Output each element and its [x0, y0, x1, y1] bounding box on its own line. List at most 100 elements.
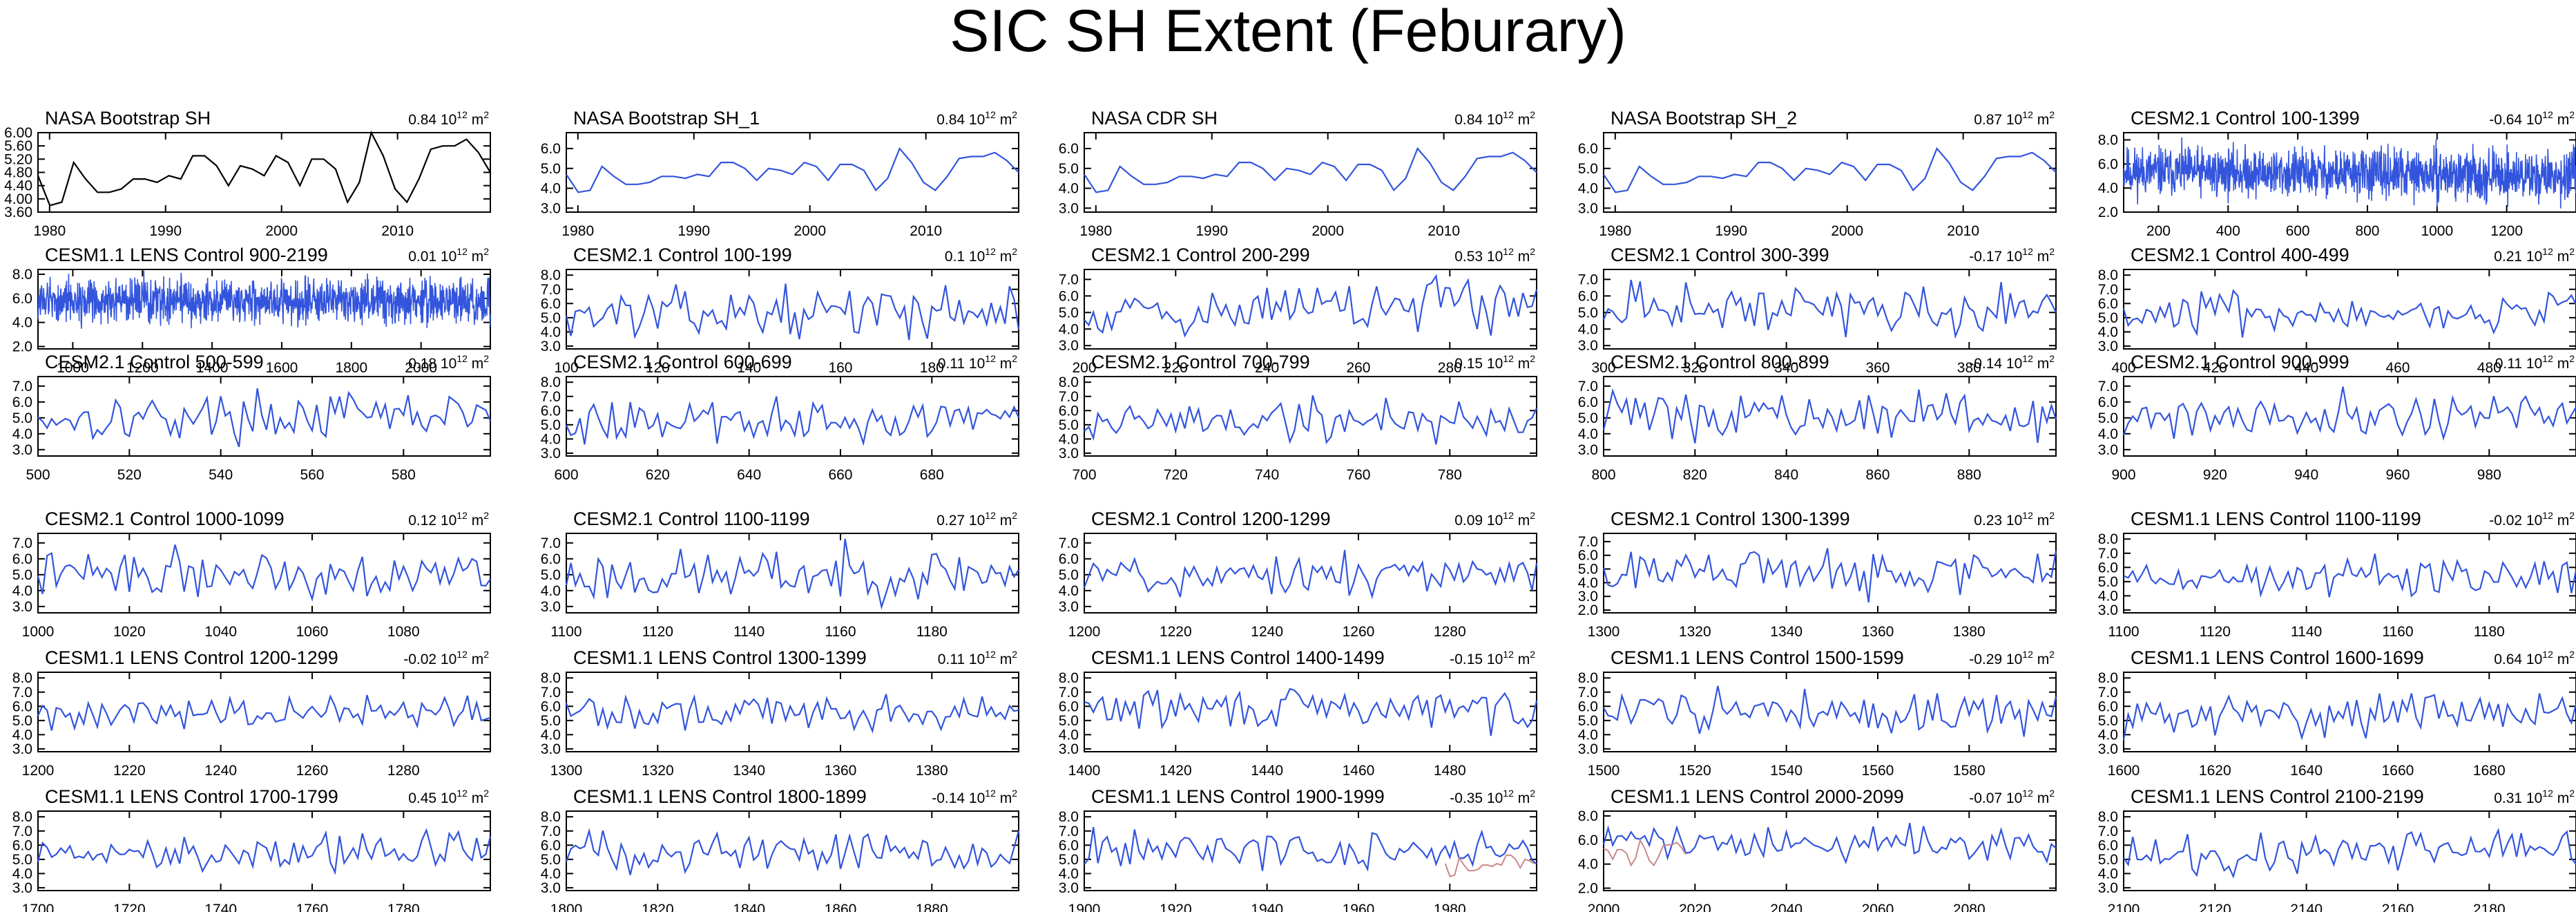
panel-title: CESM1.1 LENS Control 1200-1299: [45, 647, 338, 668]
x-tick-label: 1990: [149, 223, 182, 239]
series-line: [566, 396, 1020, 446]
panel-28: CESM1.1 LENS Control 1900-1999 -0.35 1012…: [1059, 786, 1537, 912]
x-tick-label: 1980: [33, 223, 66, 239]
x-tick-label: 1820: [642, 902, 674, 912]
x-tick-label: 940: [2294, 467, 2318, 483]
y-tick-label: 3.0: [1059, 200, 1079, 216]
y-tick-label: 3.0: [1059, 741, 1079, 757]
y-tick-label: 6.0: [541, 837, 561, 853]
plot-frame: [1603, 376, 2057, 457]
x-tick-label: 1380: [1953, 624, 1986, 640]
x-tick-label: 1200: [22, 763, 55, 779]
plot-frame: [2123, 376, 2576, 457]
panel-title: NASA Bootstrap SH: [45, 108, 211, 129]
y-tick-label: 5.0: [541, 161, 561, 177]
y-tick-label: 6.0: [12, 291, 32, 307]
x-tick-label: 780: [1438, 467, 1462, 483]
x-tick-label: 2000: [1588, 902, 1620, 912]
x-tick-label: 580: [392, 467, 416, 483]
series-line: [1084, 395, 1537, 445]
y-tick-label: 7.0: [1578, 685, 1598, 701]
y-tick-label: 4.0: [12, 426, 32, 442]
x-tick-label: 900: [2111, 467, 2135, 483]
x-tick-label: 1960: [1343, 902, 1375, 912]
y-tick-label: 8.0: [1059, 374, 1079, 390]
y-tick-label: 5.0: [1059, 417, 1079, 433]
y-tick-label: 7.0: [1578, 272, 1598, 287]
x-tick-label: 1980: [1599, 223, 1631, 239]
y-tick-label: 5.0: [12, 852, 32, 868]
y-tick-label: 3.0: [2098, 339, 2118, 354]
y-tick-label: 7.0: [2098, 282, 2118, 298]
y-tick-label: 8.0: [541, 809, 561, 825]
y-tick-label: 6.0: [2098, 395, 2118, 410]
plot-frame: [1084, 672, 1537, 752]
panel-title: CESM2.1 Control 800-899: [1611, 352, 1829, 372]
x-tick-label: 380: [1957, 360, 1981, 376]
y-tick-label: 5.0: [541, 713, 561, 729]
x-tick-label: 680: [920, 467, 944, 483]
panel-26: CESM1.1 LENS Control 1700-1799 0.45 1012 …: [12, 786, 492, 912]
x-tick-label: 220: [1164, 360, 1188, 376]
plot-frame: [1084, 376, 1537, 457]
y-tick-label: 4.0: [1578, 727, 1598, 743]
y-tick-label: 7.0: [1578, 379, 1598, 395]
y-tick-label: 4.0: [12, 583, 32, 599]
x-tick-label: 1760: [296, 902, 329, 912]
panel-title: CESM1.1 LENS Control 1500-1599: [1611, 647, 1904, 668]
x-tick-label: 1220: [113, 763, 146, 779]
y-tick-label: 8.0: [1059, 670, 1079, 686]
x-tick-label: 500: [26, 467, 50, 483]
y-tick-label: 5.0: [1059, 567, 1079, 583]
panel-1: NASA Bootstrap SH 0.84 1012 m2 1980 1990 200…: [4, 108, 491, 239]
series-line: [2122, 386, 2576, 441]
y-tick-label: 3.0: [2098, 741, 2118, 757]
x-tick-label: 1640: [2290, 763, 2323, 779]
panel-title: NASA Bootstrap SH_2: [1611, 108, 1797, 129]
x-tick-label: 880: [1957, 467, 1981, 483]
x-tick-label: 200: [1072, 360, 1096, 376]
x-tick-label: 800: [1591, 467, 1615, 483]
trend-label: -0.07 1012 m2: [1969, 788, 2055, 806]
y-tick-label: 6.0: [541, 296, 561, 312]
plot-frame: [566, 810, 1019, 891]
x-tick-label: 800: [2355, 223, 2379, 239]
x-tick-label: 240: [1255, 360, 1279, 376]
x-tick-label: 1240: [1251, 624, 1283, 640]
y-tick-label: 8.0: [12, 809, 32, 825]
panel-title: CESM2.1 Control 500-599: [45, 352, 264, 372]
y-tick-label: 3.0: [1059, 599, 1079, 615]
x-tick-label: 2010: [910, 223, 942, 239]
y-tick-label: 8.0: [12, 267, 32, 283]
x-tick-label: 700: [1072, 467, 1096, 483]
panel-2: NASA Bootstrap SH_1 0.84 1012 m2 1980 1990 2…: [541, 108, 1019, 239]
y-tick-label: 6.0: [1578, 141, 1598, 157]
x-tick-label: 1420: [1160, 763, 1192, 779]
x-tick-label: 1140: [2291, 624, 2322, 640]
series-line: [2123, 828, 2576, 879]
y-tick-label: 6.0: [1059, 141, 1079, 157]
trend-label: 0.27 1012 m2: [936, 510, 1017, 529]
series-line: [1603, 146, 2057, 193]
y-tick-label: 8.0: [2098, 132, 2118, 148]
x-tick-label: 2000: [794, 223, 826, 239]
y-tick-label: 4.0: [2098, 727, 2118, 743]
x-tick-label: 540: [209, 467, 233, 483]
y-tick-label: 3.0: [541, 741, 561, 757]
page-title: SIC SH Extent (Feburary): [950, 0, 1626, 64]
y-tick-label: 8.0: [541, 374, 561, 390]
series-line: [1602, 279, 2057, 339]
y-tick-label: 3.0: [541, 880, 561, 896]
plot-frame: [1603, 810, 2057, 891]
x-tick-label: 400: [2216, 223, 2240, 239]
x-tick-label: 1880: [916, 902, 948, 912]
x-tick-label: 520: [117, 467, 142, 483]
panel-title: CESM2.1 Control 200-299: [1091, 245, 1310, 265]
plot-frame: [1603, 533, 2057, 614]
plot-frame: [1603, 672, 2057, 752]
y-tick-label: 5.0: [2098, 310, 2118, 326]
y-tick-label: 4.0: [1059, 583, 1079, 599]
y-tick-label: 3.60: [4, 205, 32, 220]
y-tick-label: 6.0: [541, 403, 561, 419]
